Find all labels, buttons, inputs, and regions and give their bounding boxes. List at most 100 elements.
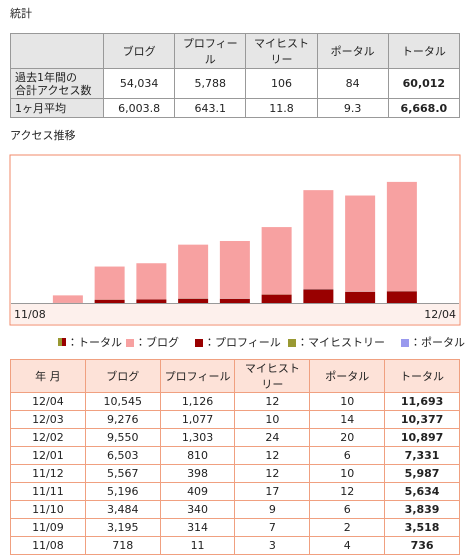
month-cell: 11/09 [11,519,86,537]
bar-segment [345,196,375,292]
value-cell: 10 [310,393,385,411]
value-cell: 11,693 [385,393,460,411]
x-tick-label: 12/04 [424,308,456,321]
axis-band [11,304,459,324]
bar-segment [136,299,166,303]
legend-label: ：ブログ [135,335,179,349]
value-cell: 3,484 [85,501,160,519]
bar-segment [303,290,333,303]
value-cell: 10 [235,411,310,429]
header-cell: プロフィール [160,360,235,393]
value-cell: 398 [160,465,235,483]
value-cell: 5,567 [85,465,160,483]
bar-segment [220,299,250,303]
header-cell: マイヒストリー [235,360,310,393]
page: 統計 ブログプロフィールマイヒストリーポータルトータル過去1年間の 合計アクセス… [0,0,470,543]
bar-segment [387,291,417,303]
value-cell: 10 [310,465,385,483]
value-cell: 1,077 [160,411,235,429]
legend-label: ：ポータル [410,336,465,349]
bar-segment [53,295,83,302]
legend-swatch [126,339,134,347]
value-cell: 5,196 [85,483,160,501]
bar-segment [220,241,250,299]
bar-segment [262,295,292,303]
legend-swatch [195,339,203,347]
bar-segment [303,190,333,289]
value-cell: 9,276 [85,411,160,429]
month-cell: 11/08 [11,537,86,555]
value-cell: 17 [235,483,310,501]
value-cell: 10,897 [385,429,460,447]
value-cell: 20 [310,429,385,447]
legend-swatch [401,339,409,347]
value-cell: 810 [160,447,235,465]
value-cell: 9 [235,501,310,519]
value-cell: 1,126 [160,393,235,411]
bar-segment [178,245,208,299]
value-cell: 12 [235,465,310,483]
table-row: 年 月ブログプロフィールマイヒストリーポータルトータル [11,360,460,393]
legend-label: ：マイヒストリー [297,336,385,349]
value-cell: 10,545 [85,393,160,411]
value-cell: 340 [160,501,235,519]
value-cell: 11 [160,537,235,555]
value-cell: 5,987 [385,465,460,483]
value-cell: 2 [310,519,385,537]
bar-segment [262,227,292,294]
value-cell: 14 [310,411,385,429]
bar-segment [178,299,208,303]
legend-swatch [288,339,296,347]
value-cell: 7,331 [385,447,460,465]
value-cell: 24 [235,429,310,447]
value-cell: 12 [310,483,385,501]
month-cell: 11/10 [11,501,86,519]
month-cell: 11/12 [11,465,86,483]
value-cell: 9,550 [85,429,160,447]
legend-label: ：プロフィール [204,336,281,349]
value-cell: 12 [235,393,310,411]
bar-segment [95,267,125,300]
value-cell: 3 [235,537,310,555]
value-cell: 6 [310,447,385,465]
value-cell: 6,503 [85,447,160,465]
bar-segment [387,182,417,291]
value-cell: 314 [160,519,235,537]
header-cell: ブログ [85,360,160,393]
value-cell: 4 [310,537,385,555]
value-cell: 3,195 [85,519,160,537]
value-cell: 3,518 [385,519,460,537]
month-cell: 12/03 [11,411,86,429]
value-cell: 6 [310,501,385,519]
value-cell: 5,634 [385,483,460,501]
month-cell: 11/11 [11,483,86,501]
value-cell: 7 [235,519,310,537]
month-cell: 12/02 [11,429,86,447]
value-cell: 409 [160,483,235,501]
legend-label: ：トータル [67,336,122,349]
bar-segment [345,292,375,303]
value-cell: 718 [85,537,160,555]
value-cell: 10,377 [385,411,460,429]
value-cell: 1,303 [160,429,235,447]
value-cell: 736 [385,537,460,555]
month-cell: 12/04 [11,393,86,411]
total-legend-icon [58,338,66,346]
bar-segment [136,263,166,299]
header-cell: ポータル [310,360,385,393]
bar-segment [95,300,125,303]
value-cell: 3,839 [385,501,460,519]
x-tick-label: 11/08 [14,308,46,321]
header-cell: 年 月 [11,360,86,393]
header-cell: トータル [385,360,460,393]
month-cell: 12/01 [11,447,86,465]
